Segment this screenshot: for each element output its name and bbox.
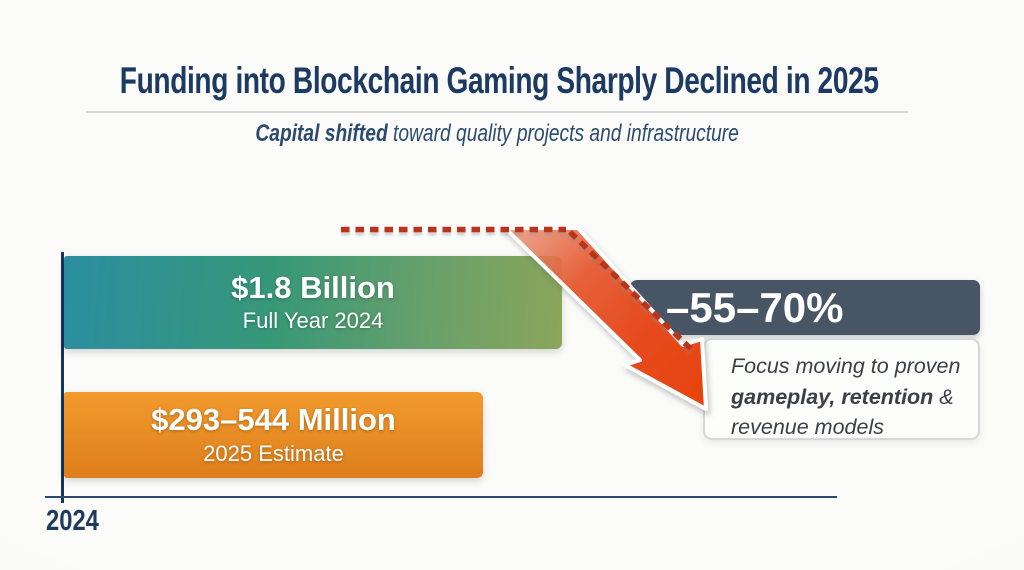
bar-2024-value: $1.8 Billion — [231, 269, 395, 305]
y-axis-line — [61, 252, 64, 503]
bar-2025-category: 2025 Estimate — [203, 440, 344, 466]
subtitle-rest: toward quality projects and infrastructu… — [387, 120, 739, 147]
note-line-2-bold: gameplay, retention — [731, 384, 934, 409]
note-line-3: revenue models — [731, 415, 884, 440]
page-subtitle-text: Capital shifted toward quality projects … — [255, 120, 738, 148]
bar-2025-value: $293–544 Million — [151, 402, 396, 438]
title-divider — [86, 111, 908, 113]
note-line-2: gameplay, retention & — [731, 382, 968, 413]
page-title-text: Funding into Blockchain Gaming Sharply D… — [119, 60, 879, 101]
page-subtitle: Capital shifted toward quality projects … — [0, 120, 994, 148]
x-axis-tick-label: 2024 — [46, 505, 99, 537]
decline-percentage-label: –55–70% — [666, 283, 844, 331]
decline-percentage-badge: –55–70% — [630, 280, 980, 335]
page-title: Funding into Blockchain Gaming Sharply D… — [0, 60, 994, 102]
bar-2024-category: Full Year 2024 — [242, 308, 384, 334]
x-axis-line — [45, 496, 837, 498]
bar-2025-estimate: $293–544 Million 2025 Estimate — [64, 392, 483, 478]
note-line-1: Focus moving to proven — [731, 354, 961, 378]
note-line-2-rest: & — [933, 384, 954, 409]
focus-note-box: Focus moving to proven gameplay, retenti… — [703, 338, 980, 440]
subtitle-emphasis: Capital shifted — [255, 120, 388, 147]
bar-full-year-2024: $1.8 Billion Full Year 2024 — [64, 256, 562, 349]
